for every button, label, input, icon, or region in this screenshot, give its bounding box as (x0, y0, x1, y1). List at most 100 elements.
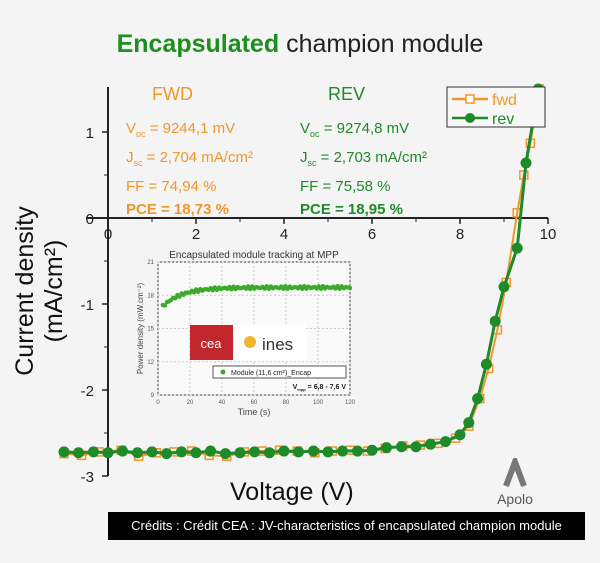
title-highlight: Encapsulated (116, 30, 280, 58)
y-tick-label: -3 (81, 469, 94, 486)
rev-point (480, 358, 492, 370)
x-tick-label: 6 (368, 226, 376, 243)
inset-point (177, 294, 182, 299)
inset-y-tick-label: 21 (147, 260, 154, 266)
fwd-stats: Voc = 9244,1 mV Jsc = 2,704 mA/cm² FF = … (126, 117, 253, 221)
rev-point (234, 447, 246, 459)
rev-point (425, 438, 437, 450)
rev-point (439, 436, 451, 448)
rev-stats: Voc = 9274,8 mV Jsc = 2,703 mA/cm² FF = … (300, 117, 427, 221)
x-tick-label: 8 (456, 226, 464, 243)
y-tick-label: -2 (81, 383, 94, 400)
rev-point (381, 442, 393, 454)
rev-point (463, 417, 475, 429)
rev-point (366, 444, 378, 456)
rev-point (58, 446, 70, 458)
legend-box (446, 86, 546, 128)
inset-y-label: Power density (mW.cm⁻²) (136, 282, 145, 374)
rev-point (520, 157, 532, 169)
x-axis-label: Voltage (V) (230, 478, 354, 506)
inset-y-tick-label: 12 (147, 360, 154, 366)
rev-point (278, 445, 290, 457)
fwd-pce: PCE = 18,73 % (126, 201, 229, 218)
fwd-header: FWD (152, 84, 193, 104)
rev-header: REV (328, 84, 366, 104)
inset-x-tick-label: 0 (156, 400, 160, 406)
inset-legend-marker (220, 369, 226, 375)
inset-x-tick-label: 40 (219, 400, 226, 406)
legend-fwd-label: fwd (492, 92, 517, 109)
legend-rev-marker (465, 113, 475, 123)
apolo-text: Apolo (497, 491, 533, 507)
y-axis-label: Current density (mA/cm²) (11, 206, 68, 376)
x-tick-label: 4 (280, 226, 288, 243)
rev-point (263, 447, 275, 459)
rev-point (351, 445, 363, 457)
rev-point (337, 445, 349, 457)
inset-point (347, 285, 353, 291)
inset-legend-box (212, 365, 347, 379)
inset-annotation: Vmpp = 6,8 - 7,6 V (293, 384, 347, 392)
rev-point (131, 447, 143, 459)
chart-title: Encapsulated champion module (0, 30, 600, 59)
rev-point (146, 446, 158, 458)
legend-rev-label: rev (492, 111, 514, 128)
rev-point (102, 447, 114, 459)
rev-point (454, 429, 466, 441)
rev-point (87, 446, 99, 458)
title-rest: champion module (279, 30, 484, 58)
inset-x-tick-label: 60 (251, 400, 258, 406)
rev-point (410, 441, 422, 453)
inset-y-tick-label: 18 (147, 293, 154, 299)
x-tick-label: 0 (104, 226, 112, 243)
fwd-voc: Voc = 9244,1 mV (126, 120, 236, 139)
ines-logo-text: ines (262, 335, 293, 354)
cea-logo-text: cea (201, 336, 223, 351)
rev-voc: Voc = 9274,8 mV (300, 120, 410, 139)
rev-point (322, 446, 334, 458)
rev-jsc: Jsc = 2,703 mA/cm² (300, 149, 427, 168)
rev-point (249, 446, 261, 458)
y-tick-label: -1 (81, 297, 94, 314)
rev-pce: PCE = 18,95 % (300, 201, 403, 218)
inset-x-tick-label: 80 (283, 400, 290, 406)
rev-point (73, 447, 85, 459)
y-tick-label: 0 (86, 211, 94, 228)
rev-point (472, 393, 484, 405)
apolo-logo: Apolo (490, 453, 540, 507)
inset-y-tick-label: 9 (151, 393, 155, 399)
rev-point (489, 315, 501, 327)
x-tick-label: 10 (540, 226, 557, 243)
rev-point (395, 441, 407, 453)
y-tick-label: 1 (86, 125, 94, 142)
rev-point (161, 448, 173, 460)
image-caption: Crédits : Crédit CEA : JV-characteristic… (108, 512, 585, 540)
rev-point (293, 446, 305, 458)
inset-point (173, 296, 178, 301)
inset-y-tick-label: 15 (147, 327, 154, 333)
x-tick-label: 2 (192, 226, 200, 243)
rev-point (190, 447, 202, 459)
cea-logo (190, 325, 233, 360)
rev-point (117, 445, 129, 457)
rev-point (511, 242, 523, 254)
inset-point (162, 303, 168, 308)
rev-point (219, 448, 231, 460)
rev-point (205, 445, 217, 457)
inset-x-tick-label: 20 (187, 400, 194, 406)
rev-point (175, 446, 187, 458)
legend-fwd-marker (465, 94, 475, 104)
inset-x-tick-label: 120 (345, 400, 356, 406)
inset-title: Encapsulated module tracking at MPP (169, 250, 339, 261)
apolo-mark-icon (503, 453, 527, 488)
rev-ff: FF = 75,58 % (300, 178, 391, 195)
rev-point (498, 281, 510, 293)
sun-icon (244, 336, 256, 348)
fwd-ff: FF = 74,94 % (126, 178, 217, 195)
rev-point (307, 445, 319, 457)
inset-x-tick-label: 100 (313, 400, 324, 406)
inset-x-label: Time (s) (238, 407, 271, 417)
inset-legend-label: Module (11,6 cm²)_Encap (231, 370, 311, 377)
